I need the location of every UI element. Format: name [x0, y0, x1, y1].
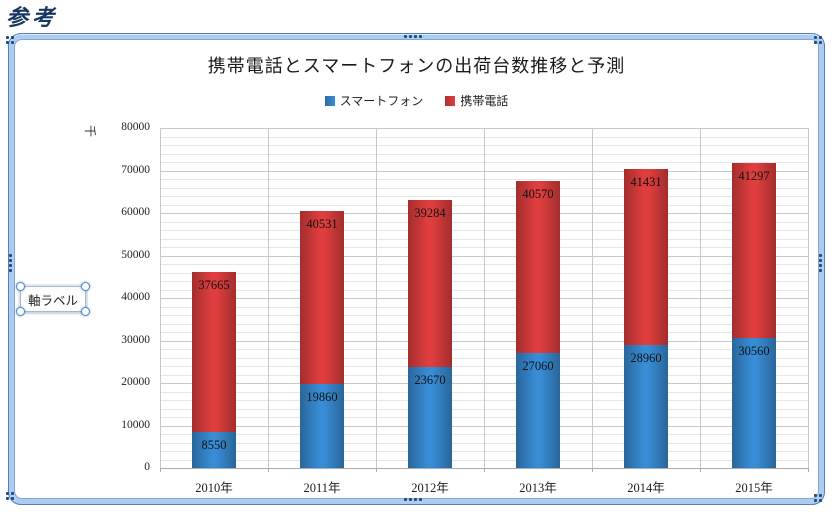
- y-axis-tick-label[interactable]: 80000: [121, 121, 150, 133]
- y-axis-tick-label[interactable]: 30000: [121, 333, 150, 346]
- vertical-gridline: [160, 128, 161, 468]
- data-label-携帯電話-2014年[interactable]: 41431: [630, 174, 662, 189]
- vertical-gridline: [268, 128, 269, 468]
- data-label-スマートフォン-2011年[interactable]: 19860: [306, 389, 338, 404]
- x-axis-tick-label[interactable]: 2010年: [195, 481, 233, 495]
- x-axis-tick: [808, 468, 809, 472]
- legend-label: スマートフォン: [339, 94, 424, 108]
- y-axis-tick-label[interactable]: 10000: [121, 418, 150, 431]
- bar-segment-携帯電話-2012年[interactable]: [408, 200, 452, 368]
- vertical-gridline: [592, 128, 593, 468]
- vertical-gridline: [700, 128, 701, 468]
- x-axis-tick-label[interactable]: 2013年: [519, 481, 557, 495]
- chart-resize-handle-top-middle[interactable]: [404, 35, 422, 38]
- axis-label-text: 軸ラベル: [27, 293, 78, 308]
- x-axis-tick: [700, 468, 701, 472]
- bar-segment-スマートフォン-2013年[interactable]: [516, 352, 560, 468]
- textbox-handle-top-right[interactable]: [81, 282, 90, 291]
- y-axis-tick-label[interactable]: 70000: [121, 163, 150, 176]
- bar-segment-携帯電話-2010年[interactable]: [192, 271, 236, 432]
- data-label-スマートフォン-2012年[interactable]: 23670: [414, 373, 446, 388]
- x-axis-tick-label[interactable]: 2011年: [303, 481, 341, 495]
- vertical-gridline: [808, 128, 809, 468]
- bar-segment-携帯電話-2011年[interactable]: [300, 211, 344, 384]
- legend-label: 携帯電話: [460, 94, 509, 108]
- data-label-携帯電話-2012年[interactable]: 39284: [414, 206, 446, 221]
- bar-segment-携帯電話-2014年[interactable]: [624, 168, 668, 345]
- x-axis-tick-label[interactable]: 2015年: [735, 481, 773, 495]
- chart-resize-handle-left-middle[interactable]: [9, 254, 12, 272]
- legend-swatch-icon: [445, 95, 456, 106]
- y-axis-tick-label[interactable]: 60000: [121, 206, 150, 218]
- bar-segment-スマートフォン-2010年[interactable]: [192, 431, 236, 468]
- vertical-gridline: [484, 128, 485, 468]
- bar-segment-スマートフォン-2014年[interactable]: [624, 344, 668, 468]
- data-label-携帯電話-2013年[interactable]: 40570: [522, 186, 554, 201]
- x-axis-tick: [592, 468, 593, 472]
- legend-item-携帯電話[interactable]: 携帯電話: [445, 92, 508, 109]
- textbox-handle-bottom-left[interactable]: [16, 307, 25, 316]
- x-axis-tick: [160, 468, 161, 472]
- chart-resize-handle-top-left[interactable]: [6, 36, 14, 44]
- chart-resize-handle-right-middle[interactable]: [819, 254, 822, 272]
- data-label-携帯電話-2011年[interactable]: 40531: [306, 217, 338, 232]
- chart-legend: スマートフォン 携帯電話: [8, 92, 825, 109]
- bar-segment-スマートフォン-2012年[interactable]: [408, 367, 452, 468]
- bar-segment-スマートフォン-2011年[interactable]: [300, 383, 344, 468]
- x-axis-tick: [376, 468, 377, 472]
- data-label-携帯電話-2010年[interactable]: 37665: [198, 277, 230, 292]
- data-label-スマートフォン-2010年[interactable]: 8550: [201, 437, 227, 452]
- data-label-スマートフォン-2015年[interactable]: 30560: [738, 344, 770, 359]
- legend-item-スマートフォン[interactable]: スマートフォン: [324, 92, 424, 109]
- chart-resize-handle-bottom-right[interactable]: [814, 494, 822, 502]
- chart-title[interactable]: 携帯電話とスマートフォンの出荷台数推移と予測: [207, 56, 626, 76]
- chart-resize-handle-bottom-left[interactable]: [6, 492, 14, 500]
- legend-swatch-icon: [324, 95, 335, 106]
- data-label-スマートフォン-2014年[interactable]: 28960: [630, 350, 662, 365]
- chart-resize-handle-bottom-middle[interactable]: [404, 498, 422, 501]
- bar-segment-スマートフォン-2015年[interactable]: [732, 338, 776, 468]
- x-axis-tick-label[interactable]: 2012年: [411, 481, 449, 495]
- page-heading: 参考: [6, 6, 59, 31]
- x-axis-line: [160, 468, 808, 469]
- chart-resize-handle-top-right[interactable]: [814, 36, 822, 44]
- x-axis-tick: [268, 468, 269, 472]
- y-axis-tick-label[interactable]: 20000: [121, 376, 150, 388]
- x-axis-tick: [484, 468, 485, 472]
- bar-segment-携帯電話-2013年[interactable]: [516, 180, 560, 353]
- x-axis-tick-label[interactable]: 2014年: [627, 481, 665, 495]
- y-axis-tick-label[interactable]: 50000: [121, 248, 150, 261]
- bar-segment-携帯電話-2015年[interactable]: [732, 162, 776, 339]
- textbox-handle-bottom-right[interactable]: [81, 307, 90, 316]
- y-axis-tick-label[interactable]: 0: [144, 461, 150, 473]
- vertical-gridline: [376, 128, 377, 468]
- textbox-handle-top-left[interactable]: [16, 282, 25, 291]
- data-label-スマートフォン-2013年[interactable]: 27060: [522, 358, 554, 373]
- axis-label-textbox[interactable]: 軸ラベル: [20, 286, 86, 312]
- data-label-携帯電話-2015年[interactable]: 41297: [738, 168, 770, 183]
- y-axis-tick-label[interactable]: 40000: [121, 291, 150, 303]
